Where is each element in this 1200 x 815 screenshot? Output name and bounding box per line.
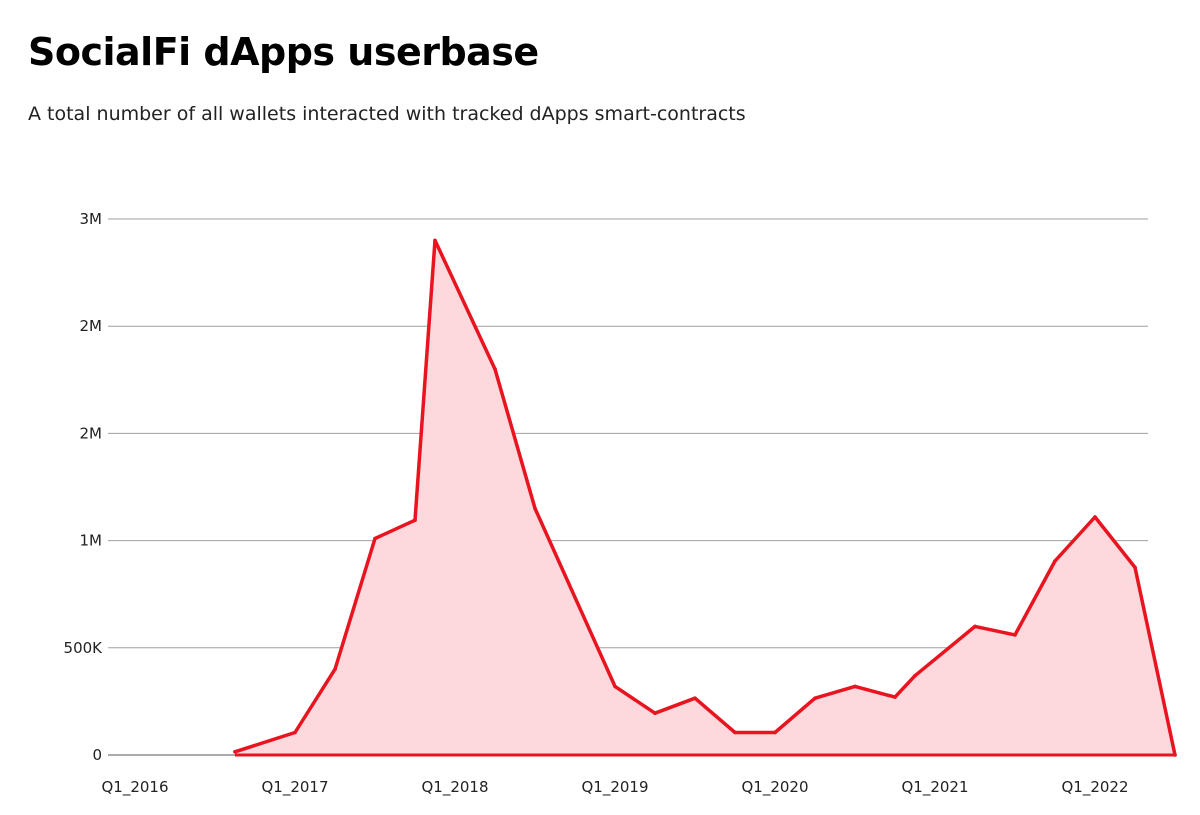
data-point: [853, 684, 857, 689]
data-point: [1053, 559, 1057, 563]
y-tick-label: 3M: [80, 210, 103, 228]
data-point: [813, 696, 817, 700]
data-point: [433, 238, 437, 243]
data-point: [233, 750, 237, 754]
data-point: [913, 673, 917, 678]
y-tick-label: 0: [92, 746, 102, 764]
data-point: [1173, 753, 1177, 757]
data-point: [493, 367, 497, 371]
data-point: [693, 696, 697, 700]
data-point: [733, 730, 737, 735]
data-point: [973, 624, 977, 629]
area-series: [233, 238, 1177, 757]
data-point: [1013, 633, 1017, 637]
y-tick-label: 500K: [64, 639, 104, 657]
data-point: [533, 506, 537, 511]
data-point: [293, 730, 297, 735]
x-tick-label: Q1_2022: [1061, 778, 1128, 797]
x-tick-label: Q1_2018: [421, 778, 488, 797]
area-fill: [235, 240, 1175, 755]
data-point: [373, 536, 377, 541]
data-point: [1133, 565, 1137, 570]
x-tick-label: Q1_2017: [261, 778, 328, 797]
x-axis-ticks: Q1_2016 Q1_2017 Q1_2018 Q1_2019 Q1_2020 Q1_20…: [101, 778, 1128, 797]
chart-title: SocialFi dApps userbase: [28, 30, 539, 74]
data-point: [653, 711, 657, 715]
x-tick-label: Q1_2020: [741, 778, 808, 797]
x-tick-label: Q1_2021: [901, 778, 968, 797]
data-point: [893, 695, 897, 699]
data-point: [333, 667, 337, 671]
y-tick-label: 1M: [80, 532, 103, 550]
chart-subtitle: A total number of all wallets interacted…: [28, 103, 746, 125]
data-point: [1093, 515, 1097, 519]
data-point: [773, 730, 777, 735]
data-point: [413, 518, 417, 522]
data-point: [613, 684, 617, 689]
y-tick-label: 2M: [80, 317, 103, 335]
y-axis-ticks: 0 500K 1M 2M 2M 3M: [64, 210, 104, 764]
x-tick-label: Q1_2019: [581, 778, 648, 797]
x-tick-label: Q1_2016: [101, 778, 168, 797]
y-tick-label: 2M: [80, 424, 103, 442]
